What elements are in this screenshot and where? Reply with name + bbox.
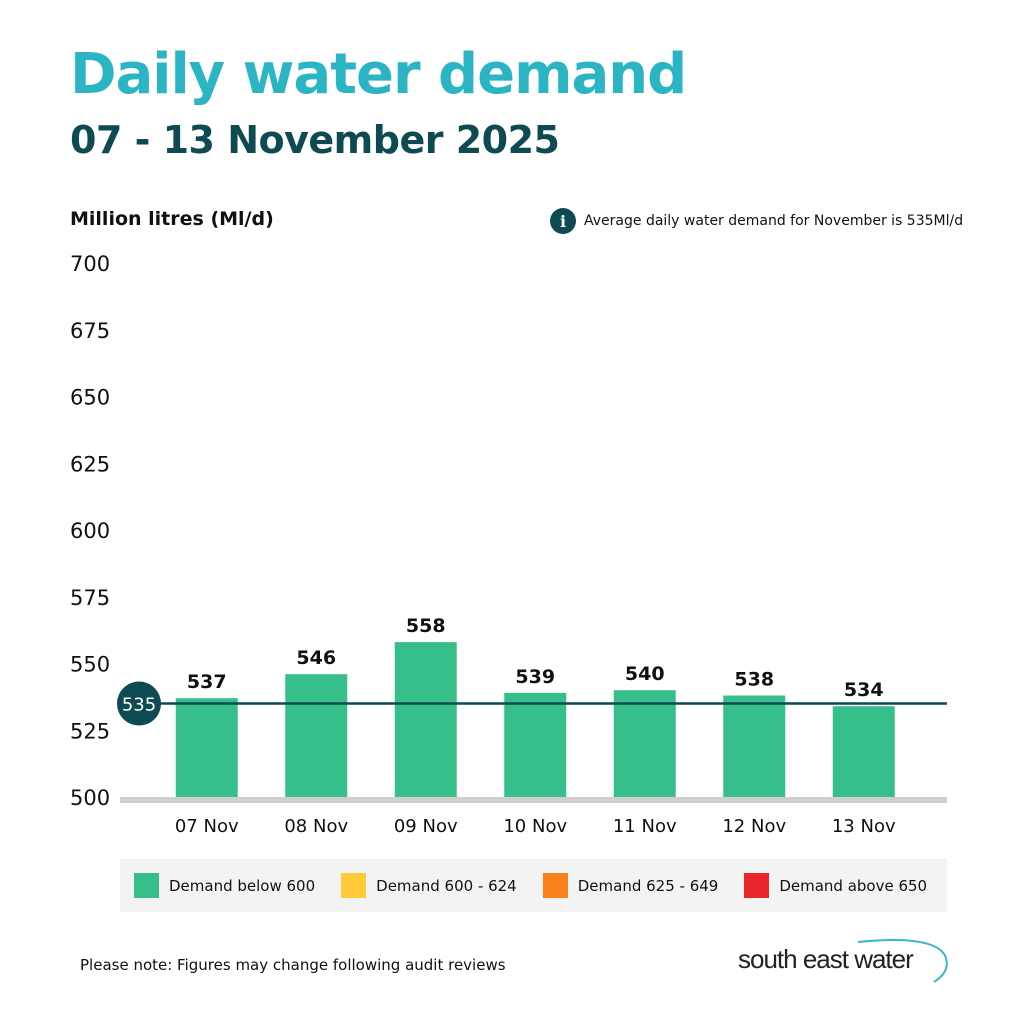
bar — [723, 695, 786, 797]
x-tick-label: 12 Nov — [722, 816, 786, 837]
legend-label: Demand 625 - 649 — [577, 876, 719, 895]
average-note-text: Average daily water demand for November … — [584, 213, 964, 229]
y-tick-label: 625 — [70, 452, 110, 476]
legend-item: Demand 625 - 649 — [542, 873, 719, 898]
y-tick-label: 600 — [70, 519, 110, 543]
legend-swatch — [744, 873, 770, 898]
legend-swatch — [542, 873, 568, 898]
bar — [394, 642, 457, 797]
bar — [613, 690, 676, 797]
data-label: 546 — [296, 647, 336, 669]
x-tick-label: 11 Nov — [613, 816, 677, 837]
bar — [504, 692, 567, 797]
data-label: 537 — [187, 671, 227, 693]
average-marker-label: 535 — [122, 695, 156, 716]
y-tick-label: 650 — [70, 386, 110, 410]
info-icon: i — [550, 208, 576, 234]
data-label: 538 — [734, 669, 774, 691]
legend-label: Demand above 650 — [779, 876, 928, 895]
data-label: 539 — [515, 666, 555, 688]
bar — [175, 698, 238, 797]
date-range: 07 - 13 November 2025 — [70, 118, 560, 162]
y-axis-label: Million litres (Ml/d) — [70, 208, 274, 230]
bar-chart: 700 675 650 625 600 575 550 525 500 537 07 Nov 546 0… — [70, 252, 947, 837]
y-tick-label: 500 — [70, 786, 110, 810]
x-axis-baseline — [120, 797, 947, 803]
legend-item: Demand 600 - 624 — [341, 873, 517, 898]
page-title: Daily water demand — [70, 42, 687, 107]
y-tick-label: 525 — [70, 719, 110, 743]
x-tick-label: 07 Nov — [175, 816, 239, 837]
data-label: 558 — [406, 615, 446, 637]
legend-label: Demand below 600 — [169, 876, 316, 895]
x-tick-label: 09 Nov — [394, 816, 458, 837]
average-note: i Average daily water demand for Novembe… — [550, 208, 963, 234]
average-marker — [117, 681, 161, 726]
y-tick-label: 550 — [70, 653, 110, 677]
footer-note: Please note: Figures may change followin… — [80, 956, 506, 974]
y-tick-label: 700 — [70, 252, 110, 276]
legend: Demand below 600 Demand 600 - 624 Demand 6… — [120, 859, 947, 912]
south-east-water-logo: south east water — [738, 936, 953, 986]
data-label: 534 — [844, 679, 884, 701]
bar — [285, 674, 348, 797]
x-tick-label: 13 Nov — [832, 816, 896, 837]
legend-swatch — [341, 873, 367, 898]
legend-swatch — [134, 873, 159, 898]
x-tick-label: 08 Nov — [284, 816, 348, 837]
data-label: 540 — [625, 663, 665, 685]
bar — [832, 706, 895, 797]
legend-label: Demand 600 - 624 — [376, 876, 517, 895]
y-tick-label: 575 — [70, 586, 110, 610]
legend-item: Demand below 600 — [134, 873, 315, 898]
y-tick-label: 675 — [70, 319, 110, 343]
x-tick-label: 10 Nov — [503, 816, 567, 837]
legend-item: Demand above 650 — [744, 873, 927, 898]
